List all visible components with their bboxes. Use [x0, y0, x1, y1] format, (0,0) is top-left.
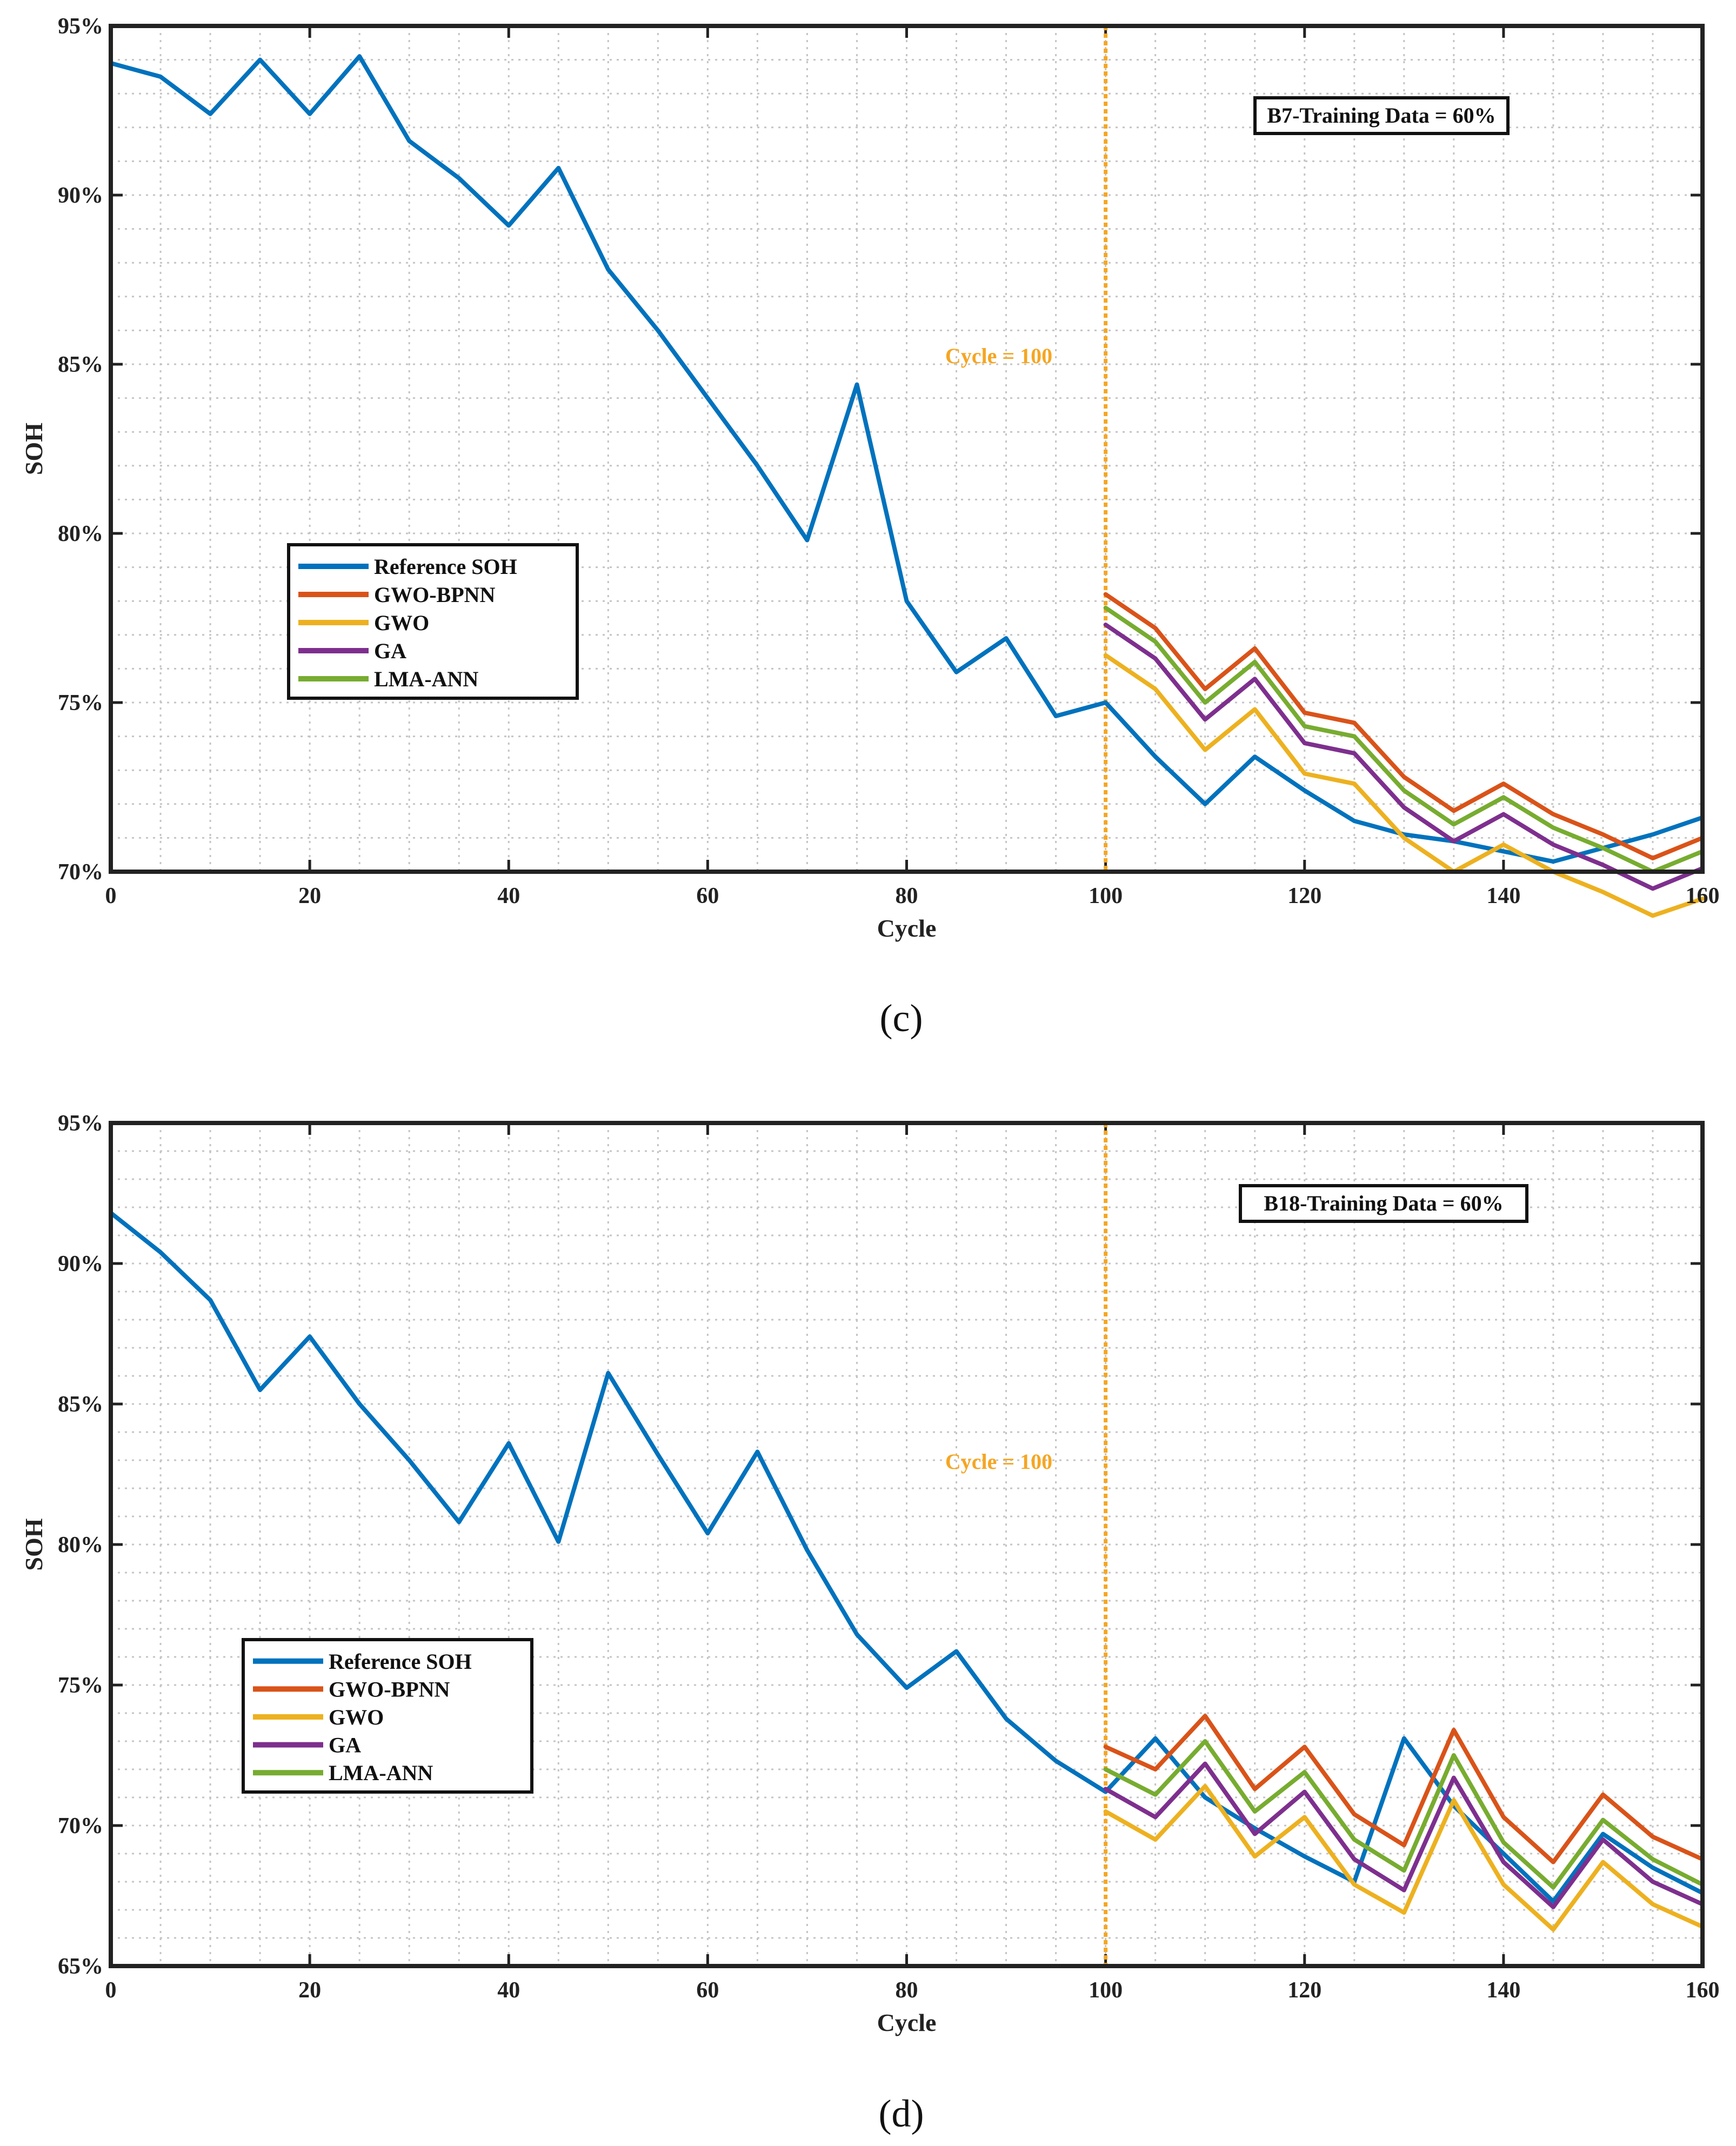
grid-lines: [109, 24, 1704, 873]
y-tick-label: 85%: [58, 1392, 103, 1417]
axes-box: [109, 1121, 1705, 1968]
x-axis-label: Cycle: [877, 914, 937, 942]
y-axis-label: SOH: [20, 1518, 48, 1570]
legend-label: GWO-BPNN: [329, 1677, 450, 1701]
series-line-reference-soh: [109, 1211, 1705, 1904]
divider-label: Cycle = 100: [945, 344, 1052, 368]
y-tick-labels: 65% 70% 75% 80% 85% 90% 95%: [58, 1111, 103, 1979]
x-tick-label: 20: [298, 884, 321, 908]
series-line-ga: [1103, 1761, 1705, 1909]
annotation-box: B7-Training Data = 60%: [1253, 96, 1510, 135]
y-tick-label: 75%: [58, 1673, 103, 1698]
chart-panel-c: 70% 75% 80% 85% 90% 95% 0 20 40 60 80 10…: [20, 14, 1720, 1040]
x-tick-label: 120: [1287, 884, 1321, 908]
legend-label: LMA-ANN: [374, 667, 478, 691]
y-tick-label: 80%: [58, 1533, 103, 1557]
legend-item: GWO-BPNN: [253, 1677, 450, 1701]
x-tick-label: 120: [1287, 1978, 1321, 2003]
legend: Reference SOH GWO-BPNN GWO GA LMA-ANN: [287, 543, 579, 700]
x-tick-labels: 0 20 40 60 80 100 120 140 160: [105, 1978, 1720, 2003]
x-tick-label: 60: [696, 884, 719, 908]
legend-item: GWO: [253, 1705, 384, 1729]
series-line-gwo-bpnn: [1103, 592, 1705, 860]
legend-item: GWO-BPNN: [298, 583, 496, 607]
y-tick-label: 70%: [58, 860, 103, 885]
series-layer: [109, 1211, 1705, 1932]
series-layer: [109, 54, 1705, 918]
y-axis-label: SOH: [20, 423, 48, 475]
divider-label: Cycle = 100: [945, 1449, 1052, 1474]
series-line-ga: [1103, 623, 1705, 891]
x-tick-label: 40: [497, 884, 520, 908]
x-tick-label: 100: [1089, 884, 1123, 908]
legend-label: GWO-BPNN: [374, 583, 496, 607]
x-tick-label: 160: [1686, 1978, 1720, 2003]
x-tick-label: 160: [1686, 884, 1720, 908]
y-tick-label: 70%: [58, 1814, 103, 1839]
y-tick-label: 75%: [58, 691, 103, 716]
y-tick-label: 90%: [58, 183, 103, 208]
legend-item: LMA-ANN: [298, 667, 478, 691]
annotation-box: B18-Training Data = 60%: [1239, 1184, 1528, 1223]
y-tick-label: 90%: [58, 1252, 103, 1276]
x-tick-label: 40: [497, 1978, 520, 2003]
x-tick-label: 140: [1486, 884, 1520, 908]
y-tick-label: 80%: [58, 522, 103, 546]
x-axis-label: Cycle: [877, 2009, 937, 2036]
legend-frame: [287, 543, 579, 700]
y-tick-label: 65%: [58, 1954, 103, 1979]
x-tick-label: 80: [896, 1978, 918, 2003]
series-line-lma-ann: [1103, 605, 1705, 874]
legend-label: Reference SOH: [374, 554, 517, 579]
x-tick-label: 100: [1089, 1978, 1123, 2003]
series-line-gwo: [1103, 653, 1705, 918]
x-tick-labels: 0 20 40 60 80 100 120 140 160: [105, 884, 1720, 908]
x-tick-label: 140: [1486, 1978, 1520, 2003]
legend-item: Reference SOH: [298, 554, 517, 579]
x-tick-label: 0: [105, 884, 117, 908]
legend-item: Reference SOH: [253, 1649, 472, 1674]
x-tick-label: 0: [105, 1978, 117, 2003]
legend-label: GA: [329, 1733, 361, 1757]
panel-label: (c): [880, 997, 923, 1040]
series-line-gwo: [1103, 1784, 1705, 1932]
axes-box: [109, 24, 1705, 874]
annotation-frame: [1239, 1184, 1528, 1223]
legend-item: LMA-ANN: [253, 1761, 433, 1785]
annotation-text: B18-Training Data = 60%: [1264, 1191, 1503, 1215]
series-line-lma-ann: [1103, 1739, 1705, 1890]
y-tick-label: 95%: [58, 14, 103, 39]
legend-label: LMA-ANN: [329, 1761, 433, 1785]
y-tick-label: 95%: [58, 1111, 103, 1136]
series-line-gwo-bpnn: [1103, 1714, 1705, 1864]
legend-label: GA: [374, 639, 406, 663]
legend-label: Reference SOH: [329, 1649, 472, 1674]
legend-item: GWO: [298, 611, 429, 635]
y-tick-label: 85%: [58, 352, 103, 377]
legend-label: GWO: [374, 611, 429, 635]
x-tick-label: 80: [896, 884, 918, 908]
x-tick-label: 20: [298, 1978, 321, 2003]
legend-item: GA: [298, 639, 406, 663]
legend-item: GA: [253, 1733, 361, 1757]
annotation-frame: [1253, 96, 1510, 135]
annotation-text: B7-Training Data = 60%: [1267, 103, 1495, 128]
legend-label: GWO: [329, 1705, 384, 1729]
chart-panel-d: 65% 70% 75% 80% 85% 90% 95% 0 20 40 60 8…: [20, 1111, 1720, 2135]
x-tick-label: 60: [696, 1978, 719, 2003]
legend: Reference SOH GWO-BPNN GWO GA LMA-ANN: [242, 1638, 533, 1794]
panel-label: (d): [879, 2092, 924, 2135]
y-tick-labels: 70% 75% 80% 85% 90% 95%: [58, 14, 103, 885]
series-line-reference-soh: [109, 54, 1705, 864]
